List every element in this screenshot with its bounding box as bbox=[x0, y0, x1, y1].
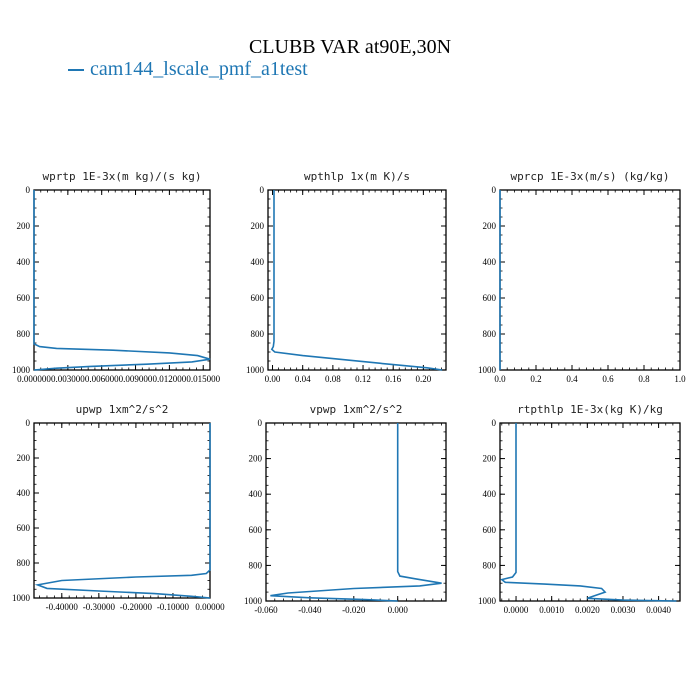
wpthlp-ytick-label: 0 bbox=[260, 185, 265, 195]
wprcp-xtick-label: 0.0 bbox=[494, 374, 506, 384]
vpwp-ytick-label: 400 bbox=[249, 489, 263, 499]
wprtp-xtick-label: 0.009000 bbox=[119, 374, 153, 384]
wpthlp-xtick-label: 0.04 bbox=[295, 374, 311, 384]
wprtp-ytick-label: 800 bbox=[17, 329, 31, 339]
rtpthlp-xtick-label: 0.0040 bbox=[646, 605, 671, 615]
wprcp-ytick-label: 1000 bbox=[478, 365, 497, 375]
vpwp-title: vpwp 1xm^2/s^2 bbox=[310, 403, 403, 416]
wprtp-xtick-label: 0.000000 bbox=[17, 374, 51, 384]
wpthlp-ytick-label: 1000 bbox=[246, 365, 265, 375]
vpwp-xtick-label: -0.020 bbox=[342, 605, 366, 615]
vpwp-ytick-label: 0 bbox=[258, 418, 263, 428]
wprtp-ytick-label: 0 bbox=[26, 185, 31, 195]
wprcp-xtick-label: 0.8 bbox=[638, 374, 650, 384]
upwp-ytick-label: 800 bbox=[17, 558, 31, 568]
vpwp-xtick-label: 0.000 bbox=[388, 605, 409, 615]
vpwp-ytick-label: 1000 bbox=[244, 596, 263, 606]
wprtp-ytick-label: 1000 bbox=[12, 365, 31, 375]
wprtp-ytick-label: 200 bbox=[17, 221, 31, 231]
wprcp-ytick-label: 0 bbox=[492, 185, 497, 195]
wprtp-xtick-label: 0.006000 bbox=[85, 374, 119, 384]
upwp-ytick-label: 0 bbox=[26, 418, 31, 428]
upwp-xtick-label: 0.00000 bbox=[195, 602, 225, 612]
wpthlp-title: wpthlp 1x(m K)/s bbox=[304, 170, 410, 183]
vpwp-ytick-label: 800 bbox=[249, 560, 263, 570]
upwp-title: upwp 1xm^2/s^2 bbox=[76, 403, 169, 416]
wprcp-xtick-label: 0.2 bbox=[530, 374, 541, 384]
rtpthlp-ytick-label: 400 bbox=[483, 489, 497, 499]
upwp-profile-line bbox=[34, 423, 211, 599]
rtpthlp-ytick-label: 1000 bbox=[478, 596, 497, 606]
upwp-xtick-label: -0.20000 bbox=[120, 602, 153, 612]
upwp-xtick-label: -0.40000 bbox=[46, 602, 79, 612]
upwp-xtick-label: -0.30000 bbox=[83, 602, 116, 612]
wprtp-title: wprtp 1E-3x(m kg)/(s kg) bbox=[43, 170, 202, 183]
rtpthlp-profile-line bbox=[499, 423, 677, 602]
rtpthlp-plot-frame bbox=[499, 422, 681, 602]
wpthlp-ytick-label: 600 bbox=[251, 293, 265, 303]
vpwp-xtick-label: -0.060 bbox=[254, 605, 278, 615]
wprcp-ytick-label: 600 bbox=[483, 293, 497, 303]
upwp-xtick-label: -0.10000 bbox=[157, 602, 190, 612]
rtpthlp-xtick-label: 0.0020 bbox=[575, 605, 600, 615]
wprcp-ytick-label: 400 bbox=[483, 257, 497, 267]
legend-label: cam144_lscale_pmf_a1test bbox=[90, 58, 308, 80]
wpthlp-xtick-label: 0.08 bbox=[325, 374, 341, 384]
rtpthlp-ytick-label: 600 bbox=[483, 525, 497, 535]
upwp-ytick-label: 600 bbox=[17, 523, 31, 533]
wprcp-title: wprcp 1E-3x(m/s) (kg/kg) bbox=[511, 170, 670, 183]
vpwp-ytick-label: 600 bbox=[249, 525, 263, 535]
legend: cam144_lscale_pmf_a1test bbox=[68, 58, 308, 81]
vpwp-profile-line bbox=[270, 423, 442, 602]
wpthlp-ytick-label: 200 bbox=[251, 221, 265, 231]
wpthlp-xtick-label: 0.16 bbox=[385, 374, 401, 384]
wprcp-xtick-label: 1.0 bbox=[674, 374, 686, 384]
wprcp-ytick-label: 200 bbox=[483, 221, 497, 231]
rtpthlp-xtick-label: 0.0000 bbox=[504, 605, 529, 615]
wpthlp-xtick-label: 0.20 bbox=[415, 374, 431, 384]
wprcp-xtick-label: 0.6 bbox=[602, 374, 614, 384]
upwp-ytick-label: 1000 bbox=[12, 593, 31, 603]
rtpthlp-xtick-label: 0.0030 bbox=[611, 605, 636, 615]
rtpthlp-ytick-label: 200 bbox=[483, 454, 497, 464]
wpthlp-ytick-label: 400 bbox=[251, 257, 265, 267]
vpwp-ytick-label: 200 bbox=[249, 454, 263, 464]
wpthlp-profile-line bbox=[270, 190, 443, 371]
wprcp-xtick-label: 0.4 bbox=[566, 374, 578, 384]
rtpthlp-ytick-label: 0 bbox=[492, 418, 497, 428]
rtpthlp-title: rtpthlp 1E-3x(kg K)/kg bbox=[517, 403, 663, 416]
wprtp-xtick-label: 0.012000 bbox=[153, 374, 187, 384]
upwp-ytick-label: 200 bbox=[17, 453, 31, 463]
wprtp-ytick-label: 400 bbox=[17, 257, 31, 267]
wprcp-ytick-label: 800 bbox=[483, 329, 497, 339]
wpthlp-ytick-label: 800 bbox=[251, 329, 265, 339]
rtpthlp-xtick-label: 0.0010 bbox=[539, 605, 564, 615]
figure-title: CLUBB VAR at90E,30N bbox=[248, 36, 452, 58]
wpthlp-xtick-label: 0.12 bbox=[355, 374, 371, 384]
upwp-ytick-label: 400 bbox=[17, 488, 31, 498]
legend-line-swatch bbox=[68, 69, 84, 72]
wpthlp-xtick-label: 0.00 bbox=[265, 374, 281, 384]
wprtp-profile-line bbox=[33, 190, 211, 371]
vpwp-xtick-label: -0.040 bbox=[298, 605, 322, 615]
rtpthlp-ytick-label: 800 bbox=[483, 560, 497, 570]
wprtp-xtick-label: 0.003000 bbox=[51, 374, 85, 384]
wprtp-ytick-label: 600 bbox=[17, 293, 31, 303]
wprtp-xtick-label: 0.015000 bbox=[186, 374, 220, 384]
